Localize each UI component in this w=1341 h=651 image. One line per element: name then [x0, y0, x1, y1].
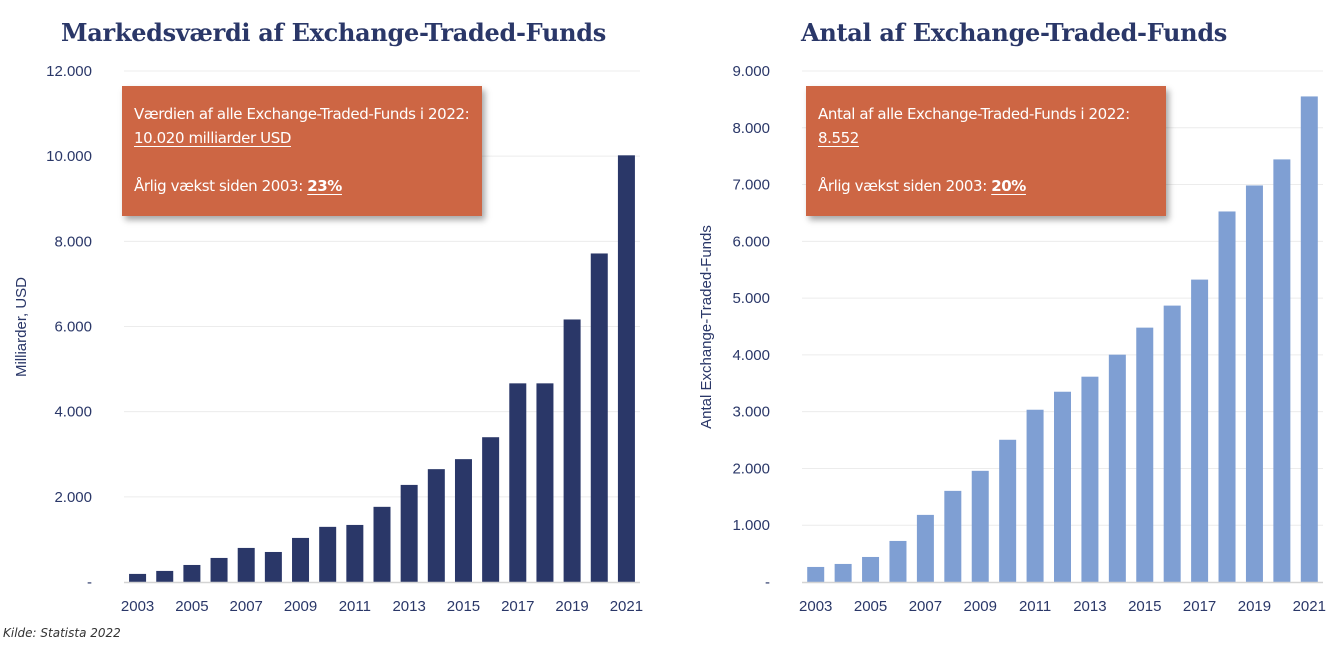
- x-tick-label: 2009: [284, 598, 317, 615]
- y-tick-label: 10.000: [46, 148, 92, 165]
- x-tick-label: 2019: [555, 598, 588, 615]
- x-tick-label: 2017: [1183, 598, 1216, 615]
- x-tick-label: 2007: [909, 598, 942, 615]
- x-tick-label: 2007: [230, 598, 263, 615]
- bar-2006: [210, 557, 228, 582]
- bar-2015: [1136, 327, 1154, 582]
- x-tick-label: 2013: [1073, 598, 1106, 615]
- y-axis-title: Antal Exchange-Traded-Funds: [698, 225, 715, 429]
- bar-2021: [617, 155, 635, 582]
- callout-value: 10.020 milliarder USD: [134, 129, 291, 147]
- bar-2014: [1108, 354, 1126, 582]
- y-tick-label: 3.000: [732, 404, 770, 421]
- y-axis-title: Milliarder, USD: [13, 277, 30, 377]
- bar-2020: [590, 253, 608, 582]
- bar-2011: [1026, 409, 1044, 582]
- bar-2018: [536, 383, 554, 582]
- x-tick-label: 2019: [1238, 598, 1271, 615]
- count-callout: Antal af alle Exchange-Traded-Funds i 20…: [806, 86, 1166, 216]
- bar-2004: [834, 563, 852, 582]
- x-tick-label: 2013: [392, 598, 425, 615]
- bar-2005: [183, 564, 201, 582]
- bar-2014: [427, 469, 445, 582]
- bar-2003: [129, 573, 147, 582]
- y-tick-label: 12.000: [46, 63, 92, 80]
- y-tick-label: 8.000: [732, 120, 770, 137]
- x-tick-label: 2011: [1019, 598, 1051, 615]
- callout-growth-label: Årlig vækst siden 2003:: [818, 177, 987, 195]
- y-tick-label: 8.000: [54, 233, 92, 250]
- x-tick-label: 2005: [854, 598, 887, 615]
- x-tick-label: 2015: [1128, 598, 1161, 615]
- x-tick-label: 2017: [501, 598, 534, 615]
- x-tick-label: 2005: [175, 598, 208, 615]
- y-tick-label: 2.000: [54, 489, 92, 506]
- bar-2020: [1273, 159, 1291, 582]
- callout-text: Antal af alle Exchange-Traded-Funds i 20…: [818, 105, 1130, 123]
- y-tick-label: 4.000: [732, 347, 770, 364]
- callout-text: Værdien af alle Exchange-Traded-Funds i …: [134, 105, 470, 123]
- bar-2009: [292, 537, 310, 582]
- bar-2003: [807, 566, 825, 582]
- bar-2008: [264, 551, 282, 582]
- bar-2007: [237, 547, 255, 582]
- x-tick-label: 2011: [339, 598, 371, 615]
- bar-2015: [454, 459, 472, 582]
- y-tick-label: 9.000: [732, 63, 770, 80]
- bar-2017: [1191, 279, 1209, 582]
- y-tick-label: 1.000: [732, 517, 770, 534]
- y-tick-label: 2.000: [732, 460, 770, 477]
- callout-growth-value: 20%: [991, 177, 1026, 195]
- bar-2007: [916, 514, 934, 582]
- bar-2016: [482, 437, 500, 582]
- bar-2013: [1081, 376, 1099, 582]
- y-tick-label: 6.000: [732, 233, 770, 250]
- x-tick-label: 2021: [610, 598, 643, 615]
- market-value-callout: Værdien af alle Exchange-Traded-Funds i …: [122, 86, 482, 216]
- x-tick-label: 2003: [799, 598, 832, 615]
- bar-2021: [1300, 96, 1318, 582]
- callout-value: 8.552: [818, 129, 859, 147]
- bar-2010: [319, 526, 337, 582]
- bar-2009: [971, 470, 989, 582]
- bar-2011: [346, 524, 364, 582]
- bar-2006: [889, 540, 907, 582]
- source-note: Kilde: Statista 2022: [3, 626, 121, 640]
- bar-2017: [509, 383, 527, 582]
- chart-title-market-value: Markedsværdi af Exchange-Traded-Funds: [61, 18, 606, 47]
- y-tick-label: 7.000: [732, 177, 770, 194]
- bar-2012: [1054, 391, 1071, 582]
- bar-2004: [156, 570, 174, 582]
- bar-2018: [1218, 211, 1236, 583]
- bar-2019: [1245, 185, 1263, 583]
- bar-2016: [1163, 305, 1181, 582]
- x-tick-label: 2015: [447, 598, 480, 615]
- y-tick-label: 6.000: [54, 319, 92, 336]
- bar-2005: [862, 556, 880, 582]
- bar-2013: [400, 484, 418, 582]
- y-tick-label: 4.000: [54, 404, 92, 421]
- bar-2010: [999, 439, 1017, 582]
- y-tick-label: -: [87, 574, 92, 591]
- bar-2019: [563, 319, 581, 582]
- bar-2008: [944, 490, 962, 582]
- x-tick-label: 2003: [121, 598, 154, 615]
- x-tick-label: 2021: [1293, 598, 1326, 615]
- y-tick-label: 5.000: [732, 290, 770, 307]
- callout-growth-value: 23%: [307, 177, 342, 195]
- callout-growth-label: Årlig vækst siden 2003:: [134, 177, 303, 195]
- y-tick-label: -: [765, 574, 770, 591]
- bar-2012: [373, 506, 391, 582]
- chart-title-count: Antal af Exchange-Traded-Funds: [801, 18, 1228, 47]
- x-tick-label: 2009: [964, 598, 997, 615]
